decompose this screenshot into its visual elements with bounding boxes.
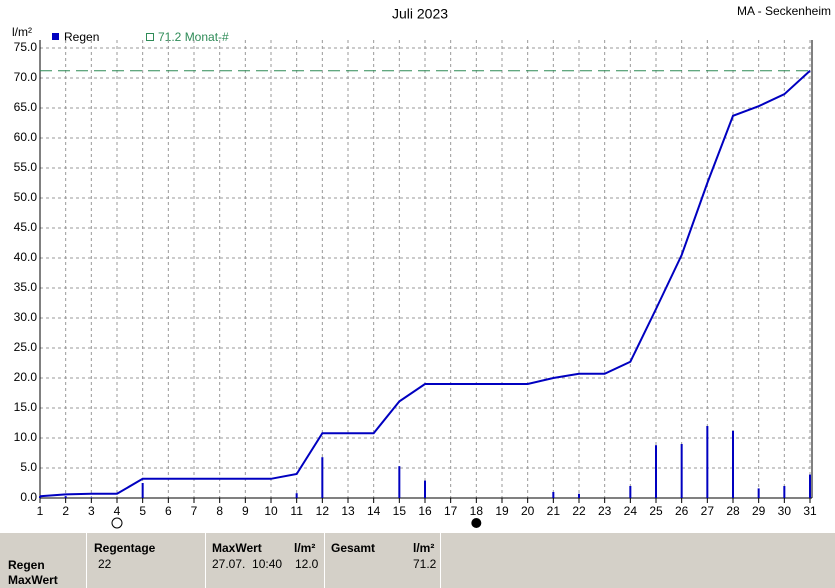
bar bbox=[90, 497, 93, 498]
y-tick-label: 70.0 bbox=[14, 70, 38, 84]
bar bbox=[39, 496, 41, 498]
bar bbox=[655, 445, 657, 498]
legend-label: Regen bbox=[64, 30, 99, 44]
bar bbox=[578, 493, 580, 498]
bar bbox=[732, 430, 734, 498]
y-tick-label: 60.0 bbox=[14, 130, 38, 144]
bar bbox=[424, 480, 426, 498]
y-unit: l/m² bbox=[12, 25, 32, 39]
x-tick-label: 30 bbox=[778, 504, 792, 518]
chart: Juli 2023 MA - Seckenheim l/m² Regen 71.… bbox=[12, 4, 831, 529]
x-tick-label: 19 bbox=[495, 504, 509, 518]
cell bbox=[324, 533, 441, 588]
bar bbox=[757, 488, 760, 498]
y-tick-label: 5.0 bbox=[20, 460, 37, 474]
header: l/m² bbox=[413, 541, 435, 555]
bar bbox=[295, 493, 298, 498]
x-tick-label: 3 bbox=[88, 504, 95, 518]
header: Gesamt bbox=[331, 541, 376, 555]
legend-label: 71.2 Monat-# bbox=[158, 30, 229, 44]
value: 22 bbox=[98, 557, 112, 571]
x-tick-label: 11 bbox=[290, 504, 303, 518]
y-tick-label: 20.0 bbox=[14, 370, 38, 384]
y-tick-label: 30.0 bbox=[14, 310, 38, 324]
bar bbox=[706, 426, 709, 498]
bar bbox=[321, 457, 324, 498]
y-tick-label: 25.0 bbox=[14, 340, 38, 354]
legend-swatch bbox=[52, 33, 59, 40]
x-tick-label: 31 bbox=[803, 504, 817, 518]
x-tick-label: 18 bbox=[470, 504, 484, 518]
y-tick-label: 75.0 bbox=[14, 40, 38, 54]
x-tick-label: 21 bbox=[547, 504, 561, 518]
x-tick-label: 1 bbox=[37, 504, 44, 518]
bar bbox=[783, 486, 786, 498]
y-tick-label: 10.0 bbox=[14, 430, 38, 444]
x-tick-label: 7 bbox=[191, 504, 198, 518]
x-tick-label: 17 bbox=[444, 504, 458, 518]
x-tick-label: 4 bbox=[114, 504, 121, 518]
x-tick-label: 26 bbox=[675, 504, 689, 518]
x-tick-label: 14 bbox=[367, 504, 381, 518]
y-tick-label: 35.0 bbox=[14, 280, 38, 294]
bar bbox=[680, 444, 683, 498]
x-tick-label: 24 bbox=[624, 504, 638, 518]
row-label: MaxWert bbox=[8, 573, 58, 587]
cell bbox=[205, 533, 324, 588]
x-tick-label: 20 bbox=[521, 504, 535, 518]
x-tick-label: 5 bbox=[139, 504, 146, 518]
x-tick-label: 2 bbox=[62, 504, 69, 518]
x-tick-label: 6 bbox=[165, 504, 172, 518]
y-tick-label: 50.0 bbox=[14, 190, 38, 204]
x-tick-label: 9 bbox=[242, 504, 249, 518]
x-tick-label: 15 bbox=[393, 504, 407, 518]
x-tick-label: 28 bbox=[726, 504, 740, 518]
cell bbox=[86, 533, 205, 588]
y-tick-label: 55.0 bbox=[14, 160, 38, 174]
x-tick-label: 23 bbox=[598, 504, 612, 518]
x-tick-label: 8 bbox=[216, 504, 223, 518]
value: 27.07. 10:40 bbox=[212, 557, 283, 571]
x-tick-label: 13 bbox=[341, 504, 355, 518]
x-tick-label: 27 bbox=[701, 504, 715, 518]
stats-panel: Regen MaxWert Regentage MaxWert l/m² Ges… bbox=[0, 533, 835, 588]
x-tick-label: 25 bbox=[649, 504, 663, 518]
y-tick-label: 40.0 bbox=[14, 250, 38, 264]
x-tick-label: 29 bbox=[752, 504, 766, 518]
row-label: Regen bbox=[8, 558, 45, 572]
bar bbox=[141, 483, 144, 498]
header: l/m² bbox=[294, 541, 316, 555]
station: MA - Seckenheim bbox=[737, 4, 831, 18]
legend-swatch bbox=[146, 33, 154, 41]
moon-icon bbox=[471, 518, 482, 528]
moon-icon bbox=[111, 517, 123, 529]
x-tick-label: 10 bbox=[264, 504, 278, 518]
header: Regentage bbox=[94, 541, 156, 555]
cumulative-line bbox=[39, 70, 811, 498]
x-tick-label: 16 bbox=[418, 504, 432, 518]
y-tick-label: 45.0 bbox=[14, 220, 38, 234]
bar bbox=[64, 496, 67, 498]
y-tick-label: 15.0 bbox=[14, 400, 38, 414]
bar bbox=[552, 492, 555, 498]
chart-title: Juli 2023 bbox=[392, 6, 448, 22]
y-tick-label: 0.0 bbox=[20, 490, 37, 504]
value: 71.2 bbox=[413, 557, 437, 571]
x-tick-label: 22 bbox=[572, 504, 586, 518]
header: MaxWert bbox=[212, 541, 262, 555]
cell bbox=[440, 533, 835, 588]
y-tick-label: 65.0 bbox=[14, 100, 38, 114]
value: 12.0 bbox=[295, 557, 319, 571]
bar bbox=[629, 486, 632, 498]
bar bbox=[398, 466, 401, 498]
bar bbox=[809, 474, 811, 498]
x-tick-label: 12 bbox=[316, 504, 330, 518]
